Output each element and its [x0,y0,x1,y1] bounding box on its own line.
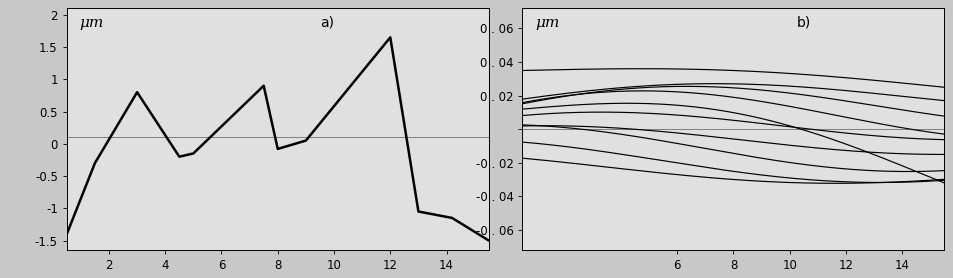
Text: μm: μm [79,16,104,29]
Text: a): a) [319,16,334,29]
Text: b): b) [796,16,810,29]
Text: μm: μm [535,16,559,29]
